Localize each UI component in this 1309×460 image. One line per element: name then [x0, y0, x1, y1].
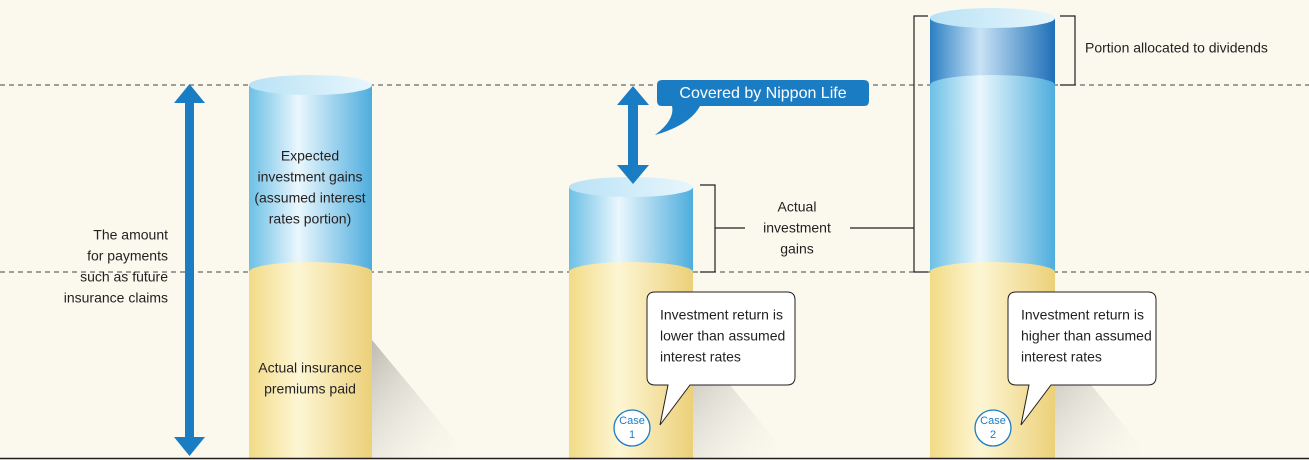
bubble-text: higher than assumed	[1021, 328, 1152, 344]
bubble-text: lower than assumed	[660, 328, 785, 344]
label: Actual	[778, 199, 817, 215]
label: gains	[780, 241, 813, 257]
label: such as future	[80, 269, 168, 285]
case-badge: Case	[980, 415, 1006, 427]
label: premiums paid	[264, 381, 356, 397]
case-badge: 1	[629, 429, 635, 441]
callout: Covered by Nippon Life	[655, 80, 869, 135]
case-badge: 2	[990, 429, 996, 441]
cylinder	[249, 75, 372, 458]
label: The amount	[93, 227, 168, 243]
callout-text: Covered by Nippon Life	[679, 85, 846, 102]
arrow	[617, 86, 649, 184]
label: (assumed interest	[254, 190, 365, 206]
label: investment gains	[257, 169, 362, 185]
case-badge: Case	[619, 415, 645, 427]
label: for payments	[87, 248, 168, 264]
arrow	[174, 84, 205, 456]
label: rates portion)	[269, 211, 351, 227]
diagram: Covered by Nippon Life The amount for pay…	[0, 0, 1309, 460]
label: insurance claims	[64, 290, 168, 306]
bubble-text: Investment return is	[660, 307, 783, 323]
label: Portion allocated to dividends	[1085, 40, 1268, 56]
bubble-text: interest rates	[660, 349, 741, 365]
label: investment	[763, 220, 831, 236]
label: Actual insurance	[258, 360, 362, 376]
label: Expected	[281, 148, 339, 164]
shadow	[372, 340, 470, 458]
bubble-text: Investment return is	[1021, 307, 1144, 323]
bubble-text: interest rates	[1021, 349, 1102, 365]
